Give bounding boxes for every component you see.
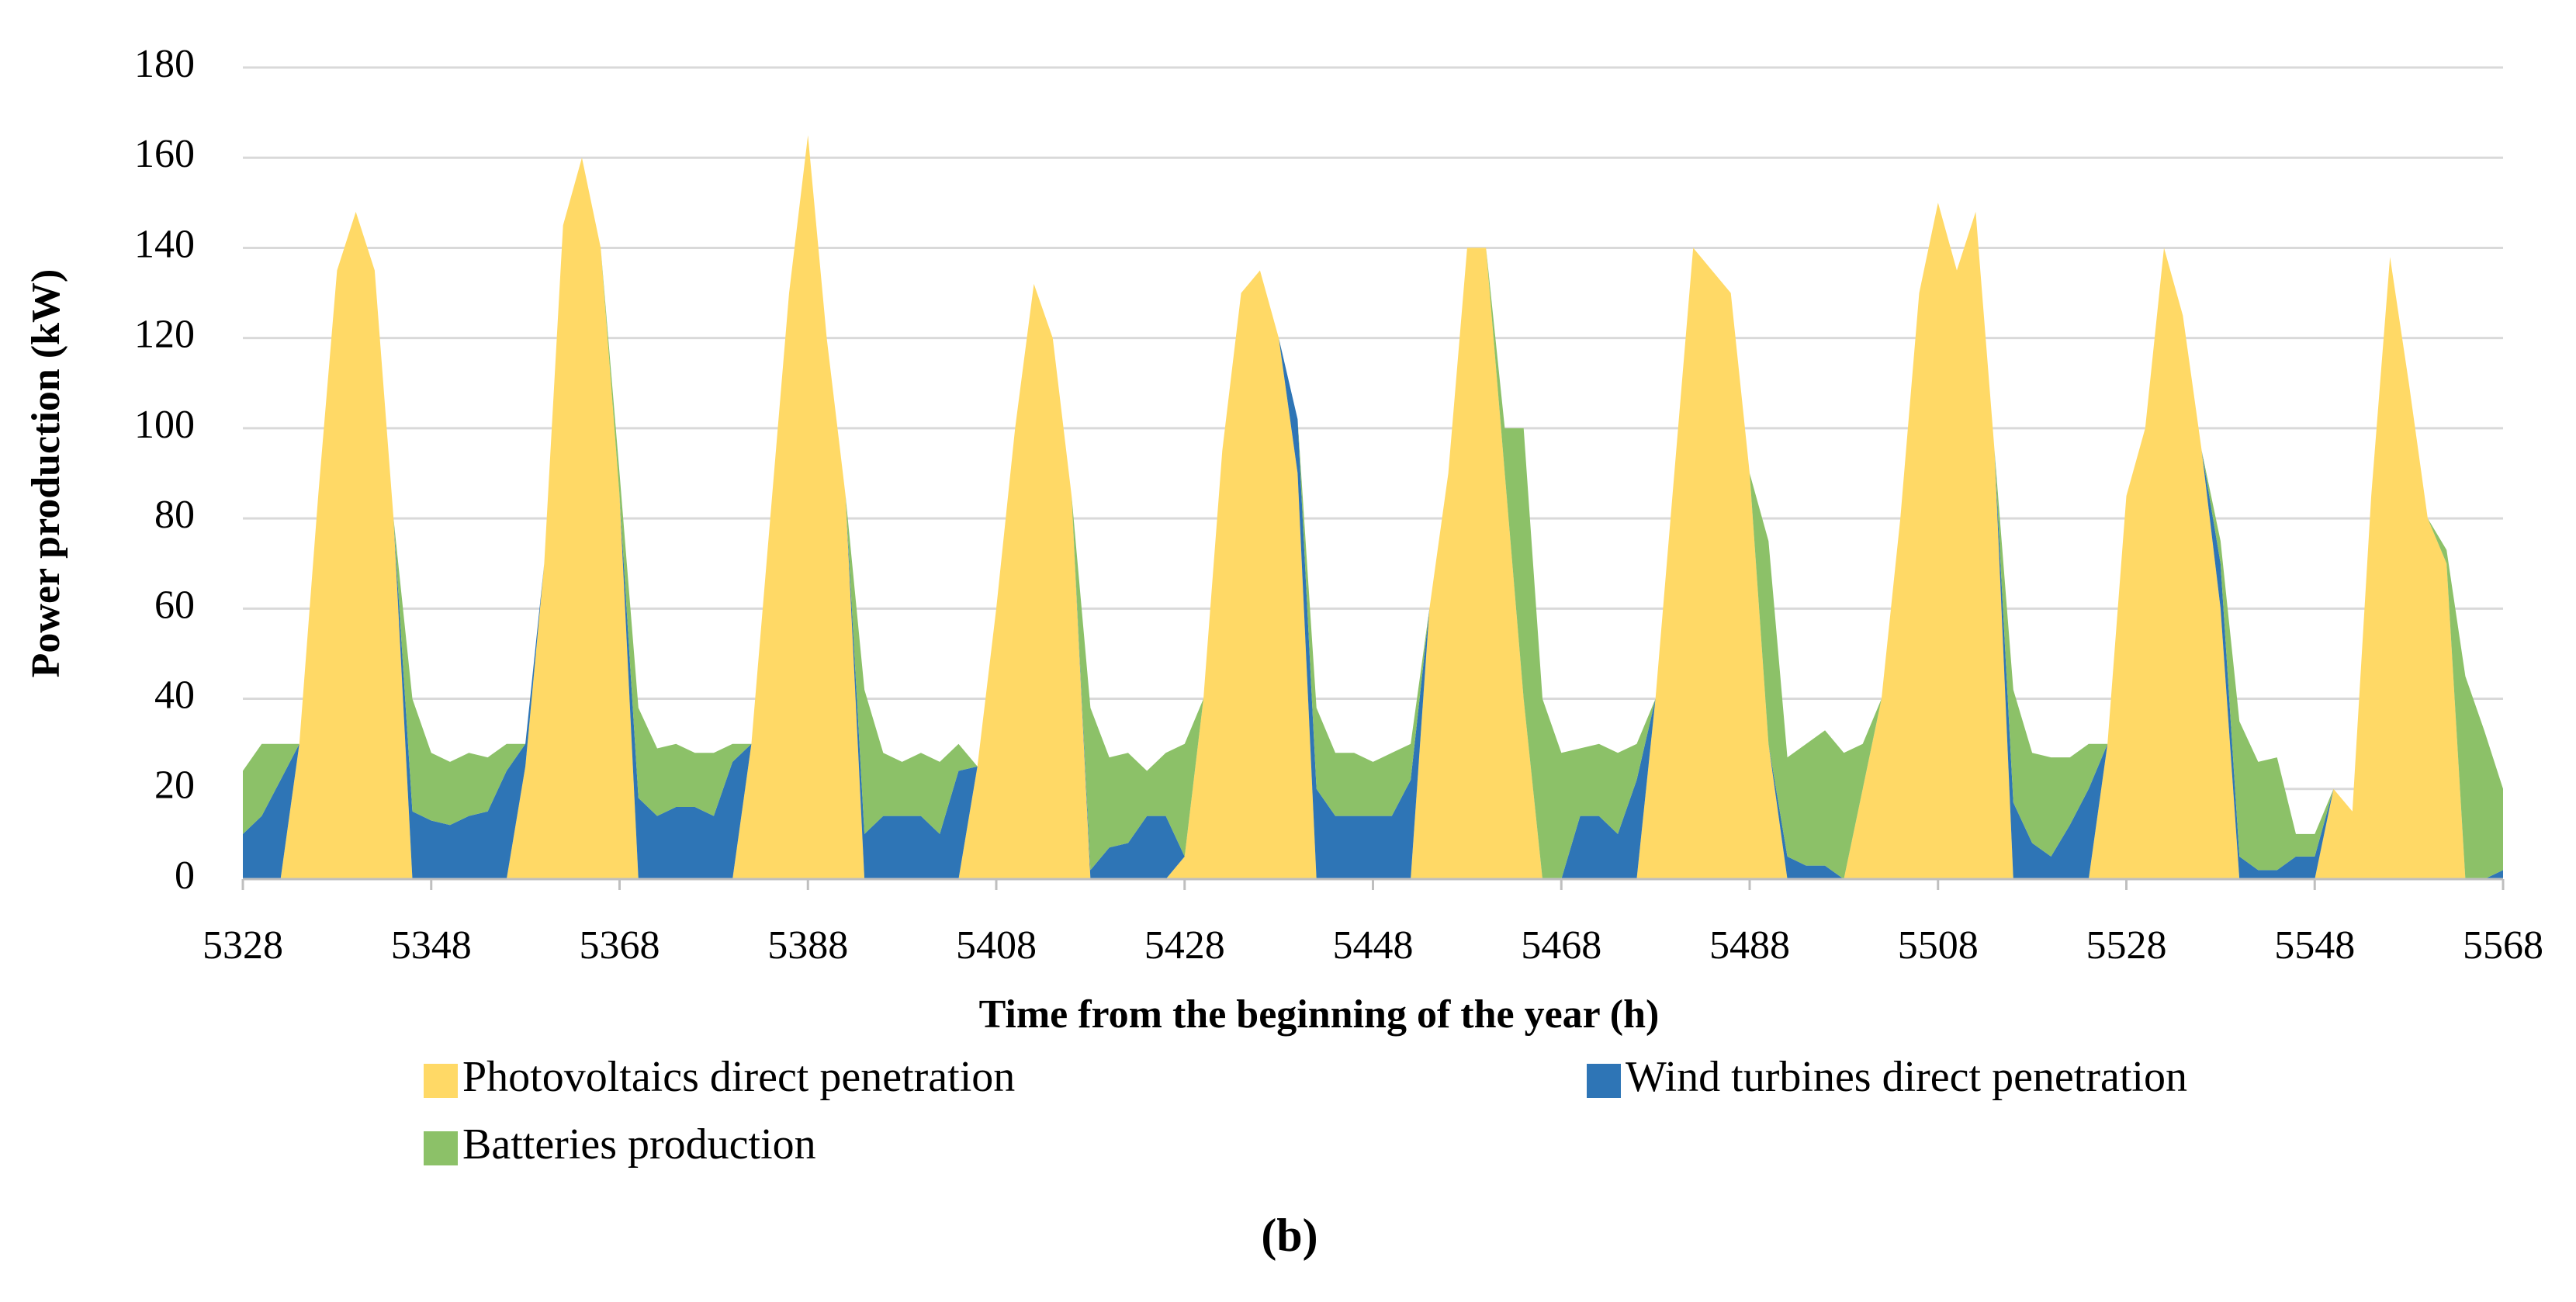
x-tick-label: 5568 — [2463, 923, 2543, 968]
y-tick-label: 20 — [154, 764, 195, 808]
legend: Photovoltaics direct penetration Wind tur… — [424, 1053, 2187, 1169]
legend-label: Wind turbines direct penetration — [1626, 1053, 2187, 1101]
area — [243, 135, 2503, 879]
y-tick-label: 100 — [134, 403, 195, 447]
areas — [243, 135, 2503, 879]
legend-swatch — [1587, 1064, 1621, 1098]
x-tick-label: 5368 — [580, 923, 660, 968]
legend-label: Photovoltaics direct penetration — [462, 1053, 1015, 1101]
x-axis-title: Time from the beginning of the year (h) — [979, 992, 1660, 1037]
caption: (b) — [1261, 1210, 1317, 1261]
axes: 0 20 40 60 80 100 120 140 160 180 5328 5348 5368 5388… — [134, 42, 2543, 968]
legend-swatch — [424, 1064, 458, 1098]
area — [243, 135, 2503, 879]
y-tick-label: 140 — [134, 222, 195, 266]
y-tick-label: 60 — [154, 583, 195, 627]
y-tick-label: 0 — [175, 854, 195, 898]
x-tick-label: 5508 — [1898, 923, 1979, 968]
y-tick-label: 80 — [154, 493, 195, 537]
legend-label: Batteries production — [462, 1120, 816, 1169]
x-tick-label: 5488 — [1709, 923, 1790, 968]
x-tick-label: 5388 — [767, 923, 848, 968]
x-tick-label: 5468 — [1521, 923, 1601, 968]
x-tick-label: 5328 — [203, 923, 283, 968]
y-tick-label: 120 — [134, 313, 195, 357]
y-tick-label: 160 — [134, 132, 195, 176]
x-tick-label: 5428 — [1144, 923, 1225, 968]
legend-swatch — [424, 1131, 458, 1165]
y-tick-label: 40 — [154, 673, 195, 717]
x-tick-label: 5348 — [391, 923, 472, 968]
y-tick-label: 180 — [134, 42, 195, 86]
x-tick-label: 5448 — [1333, 923, 1414, 968]
x-tick-label: 5548 — [2274, 923, 2355, 968]
x-tick-label: 5408 — [956, 923, 1037, 968]
x-tick-label: 5528 — [2086, 923, 2167, 968]
y-axis-title: Power production (kW) — [24, 269, 68, 678]
